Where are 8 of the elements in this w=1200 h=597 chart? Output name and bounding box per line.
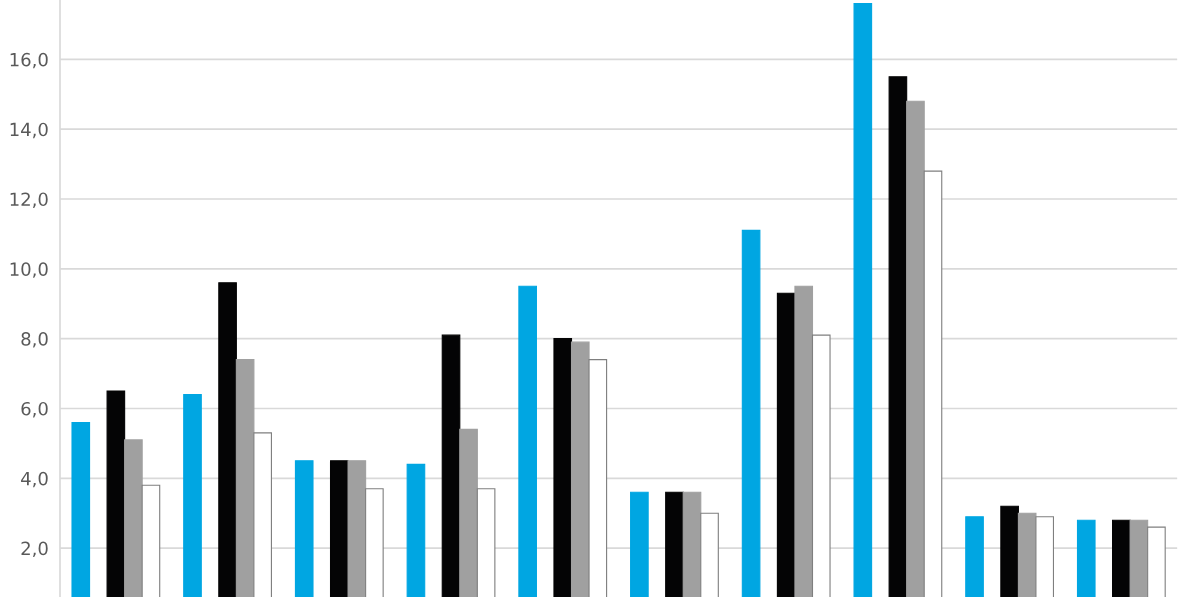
y-tick-label: 16,0	[10, 52, 48, 69]
y-tick-label: 4,0	[21, 471, 48, 488]
y-tick-label: 8,0	[21, 332, 48, 348]
y-tick-label: 12,0	[10, 192, 48, 208]
y-tick-label: 2,0	[21, 541, 48, 558]
y-tick-label: 14,0	[10, 122, 48, 139]
y-tick-label: 6,0	[21, 401, 48, 418]
y-tick-label: 10,0	[10, 262, 48, 278]
